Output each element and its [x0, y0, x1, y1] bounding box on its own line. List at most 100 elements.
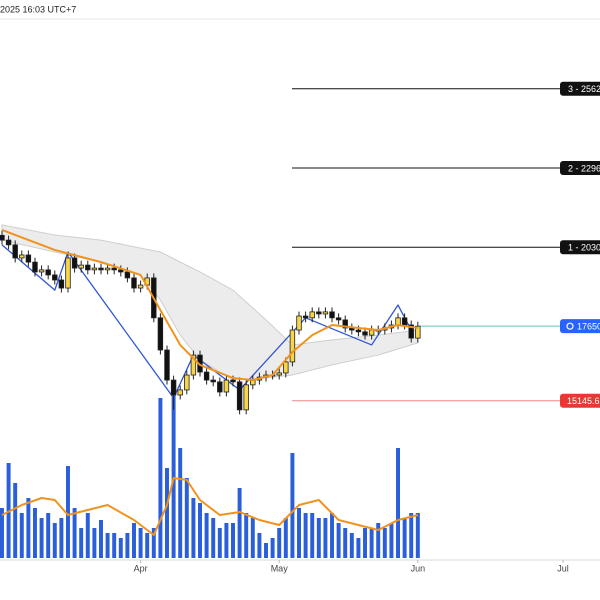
candle-body	[118, 269, 124, 273]
volume-bar	[132, 523, 136, 558]
candle-body	[335, 317, 342, 321]
volume-bar	[171, 393, 176, 558]
level-label: 3 - 2562	[568, 84, 600, 94]
volume-bar	[283, 518, 288, 558]
volume-bar	[409, 513, 414, 558]
volume-bar	[396, 448, 400, 558]
candle-body	[12, 244, 18, 259]
level-label-box	[560, 81, 600, 96]
x-tick-label: Apr	[134, 563, 148, 573]
volume-bar	[363, 528, 367, 558]
volume-bar	[356, 538, 361, 558]
candle-body	[190, 354, 197, 376]
volume-bar	[343, 528, 348, 558]
candle-body	[131, 277, 137, 289]
x-tick-label: May	[271, 563, 289, 573]
timestamp: 2025 16:03 UTC+7	[0, 4, 76, 14]
candle-body	[316, 311, 322, 315]
candle-body	[170, 379, 177, 396]
volume-bar	[297, 508, 301, 558]
candle-body	[276, 372, 282, 376]
x-tick-label: Jun	[411, 563, 426, 573]
volume-bar	[231, 523, 235, 558]
volume-bar	[99, 520, 103, 558]
candle-body	[98, 267, 104, 271]
candle-body	[203, 371, 210, 381]
volume-bar	[257, 533, 262, 558]
candle-body	[210, 379, 216, 383]
volume-bar	[191, 498, 196, 558]
level-label: 2 - 2296	[568, 163, 600, 173]
volume-bar	[250, 518, 255, 558]
candle-body	[104, 267, 111, 271]
level-label-box	[560, 161, 600, 175]
candle-body	[164, 349, 170, 381]
volume-bar	[92, 528, 97, 558]
candle-body	[408, 324, 414, 339]
candle-body	[78, 264, 84, 269]
candle-body	[184, 374, 190, 391]
candle-body	[71, 257, 78, 269]
candle-body	[230, 379, 236, 383]
x-tick-label: Jul	[557, 563, 569, 573]
candle-body	[309, 311, 315, 319]
volume-bar	[264, 543, 268, 558]
candle-body	[157, 317, 164, 351]
candle-body	[401, 317, 408, 326]
candle-body	[223, 379, 230, 393]
volume-bar	[138, 528, 143, 558]
volume-bar	[158, 398, 163, 558]
volume-bar	[145, 533, 150, 558]
volume-bar	[204, 513, 209, 558]
volume-bar	[46, 513, 51, 558]
candle-body	[124, 271, 131, 279]
candle-body	[368, 329, 375, 336]
volume-bar	[118, 538, 123, 558]
volume-bar	[211, 518, 216, 558]
candle-body	[25, 254, 32, 263]
volume-bar	[303, 513, 308, 558]
volume-bar	[66, 466, 70, 558]
volume-bar	[19, 513, 24, 558]
candle-body	[58, 279, 65, 289]
volume-bar	[13, 483, 18, 558]
candle-body	[296, 315, 302, 331]
candle-body	[342, 319, 348, 329]
volume-bar	[277, 528, 282, 558]
candle-body	[5, 239, 12, 246]
candle-body	[85, 264, 91, 271]
candle-body	[91, 267, 98, 271]
candle-body	[415, 325, 421, 339]
candle-body	[0, 234, 5, 241]
level-label: 1 - 2030	[568, 243, 600, 253]
volume-bar	[237, 488, 242, 558]
volume-bar	[349, 533, 354, 558]
candle-body	[395, 317, 401, 326]
candle-body	[38, 269, 45, 273]
volume-bar	[33, 508, 37, 558]
volume-bar	[59, 518, 64, 558]
candle-body	[177, 389, 183, 396]
volume-bar	[165, 468, 169, 558]
volume-bar	[382, 528, 387, 558]
candle-body	[283, 361, 289, 374]
candle-body	[32, 261, 38, 273]
candle-body	[19, 254, 25, 259]
volume-bar	[151, 528, 156, 558]
volume-bar	[184, 478, 189, 558]
level-label-box	[560, 240, 600, 255]
stop-label: 15145.6	[567, 396, 600, 406]
volume-bar	[26, 498, 31, 558]
volume-bar	[224, 523, 229, 558]
volume-bar	[72, 508, 77, 558]
candle-body	[236, 381, 243, 411]
volume-bar	[0, 508, 4, 558]
current-price-label: 17650	[577, 322, 600, 332]
volume-bar	[125, 533, 130, 558]
volume-bar	[52, 523, 57, 558]
ma-line	[1, 229, 418, 382]
volume-bar	[336, 523, 341, 558]
volume-bar	[310, 513, 315, 558]
